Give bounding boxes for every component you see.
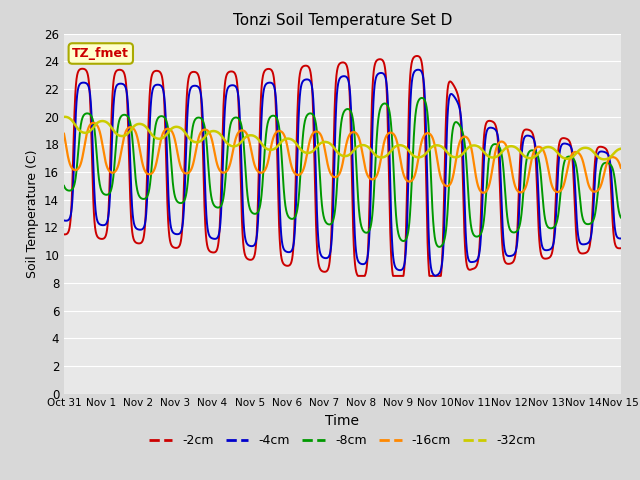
Title: Tonzi Soil Temperature Set D: Tonzi Soil Temperature Set D (233, 13, 452, 28)
X-axis label: Time: Time (325, 414, 360, 428)
Legend: -2cm, -4cm, -8cm, -16cm, -32cm: -2cm, -4cm, -8cm, -16cm, -32cm (145, 429, 540, 452)
Text: TZ_fmet: TZ_fmet (72, 47, 129, 60)
Y-axis label: Soil Temperature (C): Soil Temperature (C) (26, 149, 38, 278)
